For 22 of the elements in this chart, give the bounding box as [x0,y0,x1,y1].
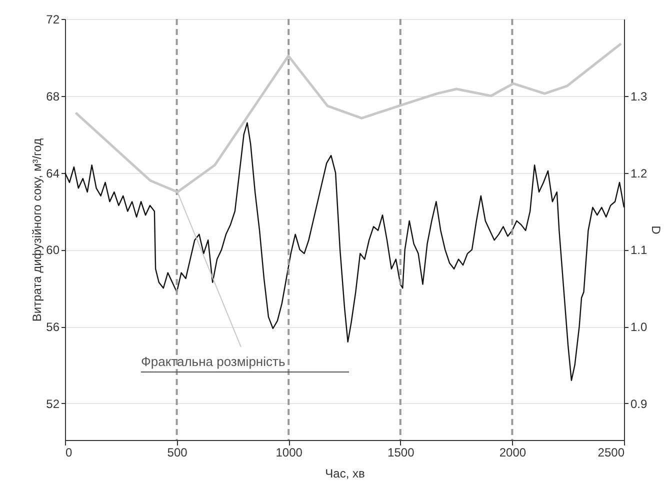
x-tick-label: 2500 [598,446,625,460]
y-axis-title: Витрата дифузійного соку, м³/год [30,138,44,322]
y2-tick-label: 1.0 [630,320,648,334]
y2-axis-title: D [649,226,664,235]
text: Фрактальна розмірність [141,354,286,369]
x-tick-label: 2000 [499,446,526,460]
y2-tick-label: 1.3 [630,89,648,104]
line-series [64,122,625,382]
x-tick-label: 1000 [276,446,303,460]
y-tick-label: 52 [46,396,60,411]
x-tick-label: 0 [66,446,72,460]
y-tick-label: 64 [46,166,60,180]
y-tick-label: 68 [46,89,60,104]
y-tick-label: 72 [46,12,60,26]
x-axis-title: Час, хв [325,466,365,480]
y2-tick-label: 1.2 [630,166,648,180]
y2-tick-label: 0.9 [630,396,648,411]
y2-tick-label: 1.1 [630,243,648,258]
y-tick-label: 60 [46,243,60,258]
x-tick-label: 500 [167,446,188,460]
x-tick-label: 1500 [388,446,415,460]
y-tick-label: 56 [46,320,60,334]
